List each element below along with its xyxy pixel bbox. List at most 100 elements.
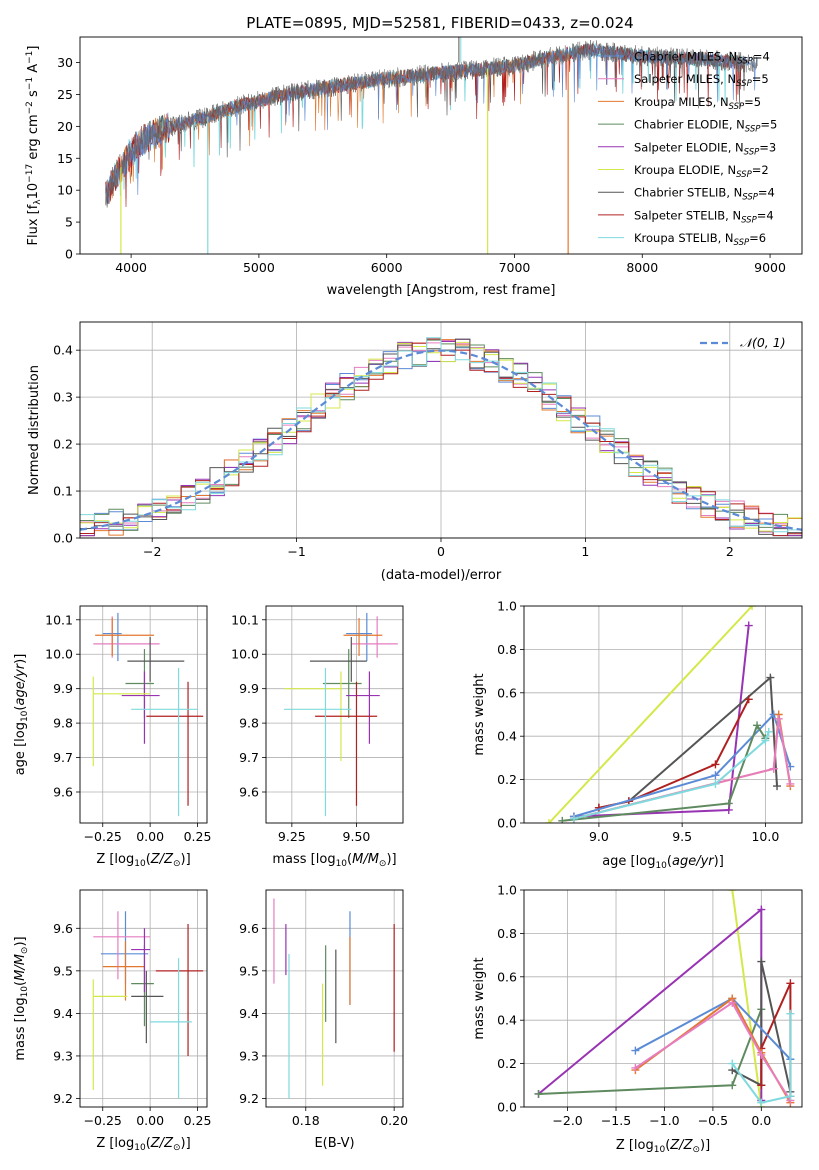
series-line-kroupa_stelib <box>731 1013 792 1104</box>
weight_vs_Z-plot-area <box>524 890 802 1107</box>
y-tick-label: 10.1 <box>231 612 259 627</box>
x-tick-label: 9.25 <box>278 829 306 844</box>
y-tick-label: 30 <box>57 55 73 70</box>
spectrum-legend: Chabrier MILES, NSSP=4 Salpeter MILES, NS… <box>598 50 777 248</box>
x-tick-label: 9.0 <box>589 829 609 844</box>
x-tick-label: 6000 <box>371 260 403 275</box>
weight_vs_age-plot-area <box>524 606 802 823</box>
age_vs_Z-plot-area <box>80 606 207 823</box>
series-line-chabrier_stelib <box>731 961 792 1093</box>
y-tick-label: 9.5 <box>239 963 259 978</box>
series-marker-salpeter_elodie <box>744 621 753 630</box>
y-tick-label: 0.8 <box>497 642 517 657</box>
y-tick-label: 0.0 <box>497 1100 517 1115</box>
y-axis-label: Flux [fλ10−17 erg cm−2 s−1 A−1] <box>25 46 43 246</box>
y-axis-label: Normed distribution <box>27 365 42 495</box>
axes-frame <box>79 321 803 539</box>
y-tick-label: 15 <box>57 151 73 166</box>
x-tick-label: 8000 <box>626 260 658 275</box>
series-marker-chabrier_stelib <box>773 782 782 791</box>
x-tick-label: 9.5 <box>672 829 692 844</box>
series-marker-chabrier_stelib <box>757 957 766 966</box>
series-marker-kroupa_stelib <box>786 1092 795 1101</box>
series-marker-kroupa_elodie <box>544 819 553 823</box>
y-tick-label: 10 <box>57 183 73 198</box>
y-tick-label: 9.6 <box>53 921 73 936</box>
x-tick-label: −1.5 <box>601 1113 631 1128</box>
y-tick-label: 9.6 <box>239 921 259 936</box>
y-tick-label: 0.0 <box>53 531 73 546</box>
series-marker-chabrier_stelib <box>766 673 775 682</box>
legend-label-salpeter_stelib: Salpeter STELIB, NSSP=4 <box>634 208 774 225</box>
series-marker-kroupa_elodie <box>748 606 757 610</box>
mass_vs_Z-panel: −0.25 0.00 0.25 9.2 9.3 9.4 9.5 9.6 Z [log10(Z/Z… <box>13 889 212 1153</box>
x-tick-label: −0.5 <box>698 1113 728 1128</box>
y-tick-label: 25 <box>57 87 73 102</box>
age_vs_mass-plot-area <box>266 606 403 823</box>
series-line-chabrier_elodie <box>538 1009 763 1095</box>
y-tick-label: 10.1 <box>45 612 73 627</box>
y-tick-label: 0.4 <box>497 729 517 744</box>
weight_vs_age-panel: 9.0 9.5 10.0 0.0 0.2 0.4 0.6 0.8 1.0 age [log10(a… <box>472 599 803 871</box>
spectrum-panel: 4000 5000 6000 7000 8000 9000 0 5 10 15 20 25 30 Chab… <box>25 36 803 298</box>
series-marker-salpeter_stelib <box>786 979 795 988</box>
y-tick-label: 0.3 <box>53 390 73 405</box>
series-line-salpeter_miles <box>634 1001 792 1102</box>
x-axis-label: wavelength [Angstrom, rest frame] <box>327 283 556 298</box>
series-marker-kroupa_elodie <box>728 890 737 894</box>
x-tick-label: 4000 <box>115 260 147 275</box>
y-tick-label: 9.6 <box>53 785 73 800</box>
y-tick-label: 9.2 <box>53 1091 73 1106</box>
series-marker-kroupa_stelib <box>761 736 770 745</box>
y-tick-label: 9.8 <box>239 716 259 731</box>
series-line-kroupa_elodie <box>731 890 763 1107</box>
legend-label-kroupa_miles: Kroupa MILES, NSSP=5 <box>634 95 761 112</box>
x-axis-label: mass [log10(M/M⊙)] <box>272 852 396 869</box>
x-tick-label: 0.0 <box>751 1113 771 1128</box>
y-tick-label: 0.6 <box>497 969 517 984</box>
y-tick-label: 9.3 <box>53 1048 73 1063</box>
axes-frame <box>265 605 404 824</box>
y-tick-label: 10.0 <box>231 647 259 662</box>
x-tick-label: 9.50 <box>343 829 371 844</box>
series-line-chabrier_elodie <box>562 723 767 822</box>
figure-title: PLATE=0895, MJD=52581, FIBERID=0433, z=0… <box>246 14 633 32</box>
x-tick-label: 0.00 <box>136 829 164 844</box>
mass_vs_ebv-panel: 0.18 0.20 9.2 9.3 9.4 9.5 9.6 E(B-V) <box>239 889 408 1151</box>
y-tick-label: 9.4 <box>53 1006 73 1021</box>
series-marker-salpeter_miles <box>769 764 778 773</box>
x-tick-label: 0.25 <box>184 829 212 844</box>
y-axis-label: mass weight <box>472 673 487 755</box>
histogram-kroupa_elodie <box>80 341 802 532</box>
x-tick-label: 0.25 <box>184 1113 212 1128</box>
series-marker-chabrier_elodie <box>724 799 733 808</box>
series-marker-salpeter_stelib <box>744 695 753 704</box>
series-marker-kroupa_stelib <box>757 1098 766 1107</box>
x-tick-label: −0.25 <box>84 1113 122 1128</box>
y-tick-label: 0.4 <box>53 343 73 358</box>
y-tick-label: 9.2 <box>239 1091 259 1106</box>
y-tick-label: 0.2 <box>497 772 517 787</box>
series-line-kroupa_stelib <box>573 731 770 820</box>
y-tick-label: 0.2 <box>497 1056 517 1071</box>
y-tick-label: 9.9 <box>239 681 259 696</box>
series-marker-kroupa_stelib <box>764 727 773 736</box>
x-tick-label: 0.18 <box>292 1113 320 1128</box>
age_vs_Z-panel: −0.25 0.00 0.25 9.6 9.7 9.8 9.9 10.0 10.1 Z [log1… <box>13 605 212 869</box>
x-tick-label: 7000 <box>499 260 531 275</box>
x-tick-label: 10.0 <box>751 829 779 844</box>
series-marker-chabrier_elodie <box>728 1081 737 1090</box>
x-axis-label: (data-model)/error <box>381 568 502 583</box>
x-tick-label: 0.00 <box>136 1113 164 1128</box>
spectrum-plot-area <box>105 37 758 254</box>
normal-curve <box>80 349 802 531</box>
series-marker-chabrier_elodie <box>534 1089 543 1098</box>
y-tick-label: 9.7 <box>53 750 73 765</box>
x-axis-label: Z [log10(Z/Z⊙)] <box>616 1138 710 1155</box>
series-marker-chabrier_miles <box>631 1046 640 1055</box>
series-marker-kroupa_stelib <box>728 1059 737 1068</box>
spectrum-data-line <box>105 39 758 206</box>
legend-label-chabrier_elodie: Chabrier ELODIE, NSSP=5 <box>634 118 777 135</box>
series-marker-salpeter_miles <box>786 779 795 788</box>
series-line-kroupa_elodie <box>548 606 753 823</box>
